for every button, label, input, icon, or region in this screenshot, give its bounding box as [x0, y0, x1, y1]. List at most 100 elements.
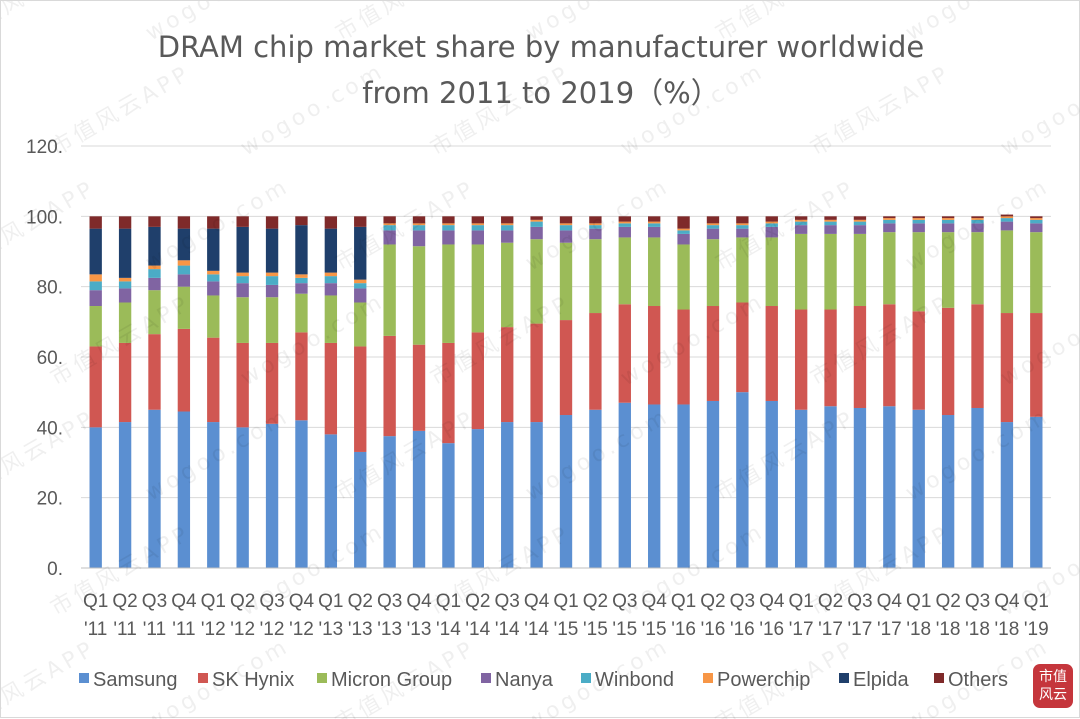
bar-segment-others: [472, 216, 484, 223]
bar-segment-micron-group: [619, 237, 631, 304]
legend-label: Others: [948, 669, 1008, 691]
bar-segment-sk-hynix: [795, 310, 807, 410]
x-tick-quarter: Q4: [524, 591, 550, 612]
bar-segment-powerchip: [472, 223, 484, 225]
bar-segment-nanya: [530, 227, 542, 239]
bar-segment-sk-hynix: [354, 346, 366, 452]
bar-segment-powerchip: [736, 223, 748, 225]
bar-segment-winbond: [236, 276, 248, 283]
bar-segment-nanya: [442, 230, 454, 244]
brand-logo: 市值风云: [1033, 664, 1073, 708]
x-tick-year: '13: [348, 619, 373, 640]
bar-segment-elpida: [119, 229, 131, 278]
x-tick-quarter: Q1: [906, 591, 931, 612]
bar-segment-samsung: [677, 404, 689, 568]
x-tick-year: '14: [436, 619, 461, 640]
bar-segment-micron-group: [501, 243, 513, 327]
x-tick-year: '14: [465, 619, 490, 640]
legend-swatch-winbond: [581, 673, 591, 683]
x-tick-quarter: Q4: [877, 591, 903, 612]
y-tick-label: 20.: [37, 489, 63, 510]
legend-label: Nanya: [495, 669, 554, 691]
bar-segment-samsung: [766, 401, 778, 568]
bar-segment-others: [560, 216, 572, 223]
x-tick-year: '18: [936, 619, 961, 640]
bar-segment-sk-hynix: [560, 320, 572, 415]
bar-segment-samsung: [295, 420, 307, 568]
x-tick-year: '16: [671, 619, 696, 640]
chart-title-line-1: DRAM chip market share by manufacturer w…: [158, 30, 925, 64]
x-tick-quarter: Q2: [348, 591, 373, 612]
bar-segment-winbond: [824, 222, 836, 226]
bar-segment-samsung: [119, 422, 131, 568]
watermark-text: 市值风云APP: [332, 406, 481, 506]
x-tick-quarter: Q4: [759, 591, 785, 612]
legend-swatch-micron-group: [317, 673, 327, 683]
chart-title-line-2: from 2011 to 2019（%）: [362, 76, 719, 110]
x-tick-year: '13: [407, 619, 432, 640]
bar-segment-nanya: [619, 227, 631, 238]
x-tick-year: '13: [377, 619, 402, 640]
bar-segment-others: [677, 216, 689, 228]
bar-segment-others: [1030, 216, 1042, 218]
bar-segment-micron-group: [207, 295, 219, 337]
bar-segment-elpida: [90, 229, 102, 275]
bar-segment-micron-group: [295, 294, 307, 333]
bar-segment-others: [501, 216, 513, 223]
bar-segment-nanya: [883, 223, 895, 232]
bar-segment-others: [942, 216, 954, 218]
bar-segment-sk-hynix: [971, 304, 983, 408]
x-tick-year: '14: [524, 619, 549, 640]
y-tick-label: 0.: [47, 559, 63, 580]
bar-segment-micron-group: [824, 234, 836, 310]
bar-segment-winbond: [648, 223, 660, 227]
x-tick-year: '16: [701, 619, 726, 640]
bar-segment-powerchip: [354, 280, 366, 284]
legend-swatch-samsung: [79, 673, 89, 683]
x-tick-year: '12: [201, 619, 226, 640]
bar-segment-powerchip: [1030, 218, 1042, 220]
bar-segment-micron-group: [472, 244, 484, 332]
bar-segment-samsung: [971, 408, 983, 568]
bar-segment-winbond: [501, 225, 513, 230]
bar-segment-sk-hynix: [325, 343, 337, 434]
bar-segment-others: [148, 216, 160, 227]
bar-segment-micron-group: [971, 232, 983, 304]
x-tick-quarter: Q3: [142, 591, 167, 612]
y-tick-label: 80.: [37, 278, 63, 299]
bar-segment-nanya: [913, 223, 925, 232]
bar-segment-nanya: [178, 274, 190, 286]
bar-segment-nanya: [1030, 223, 1042, 232]
bar-segment-powerchip: [707, 223, 719, 225]
legend-swatch-powerchip: [703, 673, 713, 683]
bar-segment-winbond: [530, 222, 542, 227]
x-tick-year: '12: [289, 619, 314, 640]
bar-segment-micron-group: [648, 237, 660, 306]
bar-segment-powerchip: [90, 274, 102, 281]
x-tick-year: '15: [554, 619, 579, 640]
bar-segment-powerchip: [442, 223, 454, 225]
bar-segment-sk-hynix: [413, 345, 425, 431]
bar-segment-powerchip: [913, 218, 925, 220]
bar-segment-powerchip: [883, 218, 895, 220]
bar-segment-nanya: [207, 281, 219, 295]
bar-segment-others: [119, 216, 131, 228]
legend-swatch-elpida: [839, 673, 849, 683]
bar-segment-nanya: [266, 285, 278, 297]
bar-segment-winbond: [266, 276, 278, 285]
x-tick-year: '15: [583, 619, 608, 640]
x-tick-year: '17: [848, 619, 873, 640]
bar-segment-others: [530, 216, 542, 220]
x-tick-quarter: Q3: [965, 591, 990, 612]
legend-swatch-sk-hynix: [198, 673, 208, 683]
bar-segment-nanya: [677, 234, 689, 245]
legend-label: Winbond: [595, 669, 674, 691]
bar-segment-samsung: [883, 406, 895, 568]
bar-segment-samsung: [472, 429, 484, 568]
bar-segment-samsung: [854, 408, 866, 568]
x-tick-quarter: Q2: [112, 591, 137, 612]
bar-segment-winbond: [942, 220, 954, 224]
bar-segment-micron-group: [1030, 232, 1042, 313]
